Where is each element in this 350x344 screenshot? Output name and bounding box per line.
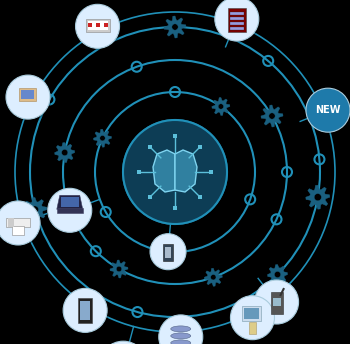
- Ellipse shape: [171, 333, 191, 339]
- Bar: [230, 27, 244, 30]
- Ellipse shape: [171, 326, 191, 332]
- Circle shape: [215, 0, 259, 41]
- Circle shape: [274, 271, 281, 278]
- Circle shape: [150, 234, 186, 270]
- Circle shape: [152, 235, 188, 271]
- Circle shape: [216, 0, 260, 43]
- Polygon shape: [267, 265, 288, 284]
- Bar: [209, 170, 213, 174]
- Bar: [230, 22, 244, 25]
- Circle shape: [160, 316, 204, 344]
- Ellipse shape: [171, 340, 191, 344]
- Bar: [244, 308, 259, 319]
- Bar: [19, 88, 36, 101]
- Circle shape: [123, 120, 227, 224]
- Circle shape: [116, 266, 122, 272]
- Circle shape: [218, 104, 224, 109]
- Circle shape: [314, 194, 321, 201]
- Circle shape: [100, 136, 105, 141]
- Circle shape: [0, 203, 42, 247]
- Bar: [243, 306, 261, 321]
- Bar: [99, 23, 104, 27]
- Bar: [273, 298, 281, 306]
- Bar: [271, 292, 282, 314]
- Circle shape: [65, 290, 108, 334]
- Bar: [137, 170, 141, 174]
- Circle shape: [269, 113, 275, 119]
- Bar: [92, 23, 96, 27]
- Polygon shape: [204, 268, 222, 286]
- Polygon shape: [164, 16, 186, 38]
- Bar: [230, 17, 244, 20]
- Bar: [148, 195, 152, 200]
- Bar: [198, 195, 202, 200]
- Circle shape: [232, 297, 276, 341]
- Circle shape: [7, 77, 51, 121]
- Bar: [163, 244, 173, 261]
- Circle shape: [32, 206, 38, 213]
- Polygon shape: [212, 97, 230, 116]
- Bar: [88, 23, 92, 27]
- Bar: [230, 12, 244, 15]
- Bar: [173, 134, 177, 138]
- Circle shape: [308, 90, 350, 134]
- Text: NEW: NEW: [315, 105, 341, 115]
- Bar: [250, 322, 257, 334]
- Bar: [104, 23, 107, 27]
- Bar: [61, 197, 79, 207]
- Circle shape: [256, 281, 300, 325]
- Polygon shape: [57, 195, 83, 209]
- Bar: [228, 8, 246, 32]
- Circle shape: [101, 343, 149, 344]
- Circle shape: [49, 190, 93, 234]
- Bar: [96, 23, 99, 27]
- Circle shape: [159, 315, 203, 344]
- Bar: [148, 144, 152, 149]
- Bar: [8, 218, 14, 227]
- Polygon shape: [55, 142, 75, 163]
- Bar: [198, 144, 202, 149]
- Circle shape: [306, 88, 350, 132]
- Circle shape: [63, 288, 107, 332]
- Circle shape: [62, 149, 68, 156]
- Bar: [80, 301, 90, 320]
- Polygon shape: [153, 150, 175, 192]
- Bar: [78, 298, 92, 323]
- Circle shape: [230, 296, 274, 340]
- Circle shape: [77, 6, 121, 50]
- Circle shape: [211, 275, 216, 280]
- Bar: [12, 226, 24, 235]
- Circle shape: [48, 188, 92, 232]
- Circle shape: [123, 120, 227, 224]
- Bar: [88, 21, 107, 30]
- Circle shape: [99, 341, 147, 344]
- Bar: [21, 90, 34, 99]
- Circle shape: [254, 280, 299, 324]
- Polygon shape: [153, 243, 169, 259]
- Bar: [165, 247, 171, 258]
- Polygon shape: [306, 185, 330, 209]
- Circle shape: [76, 4, 120, 48]
- Circle shape: [6, 75, 50, 119]
- Bar: [85, 19, 110, 32]
- Circle shape: [0, 201, 40, 245]
- Bar: [6, 218, 30, 227]
- Polygon shape: [261, 105, 283, 127]
- Polygon shape: [93, 129, 112, 147]
- Bar: [173, 206, 177, 210]
- Circle shape: [172, 24, 178, 30]
- Polygon shape: [110, 260, 128, 278]
- Circle shape: [159, 248, 163, 253]
- Polygon shape: [23, 197, 47, 222]
- Bar: [57, 208, 83, 213]
- Polygon shape: [175, 150, 197, 192]
